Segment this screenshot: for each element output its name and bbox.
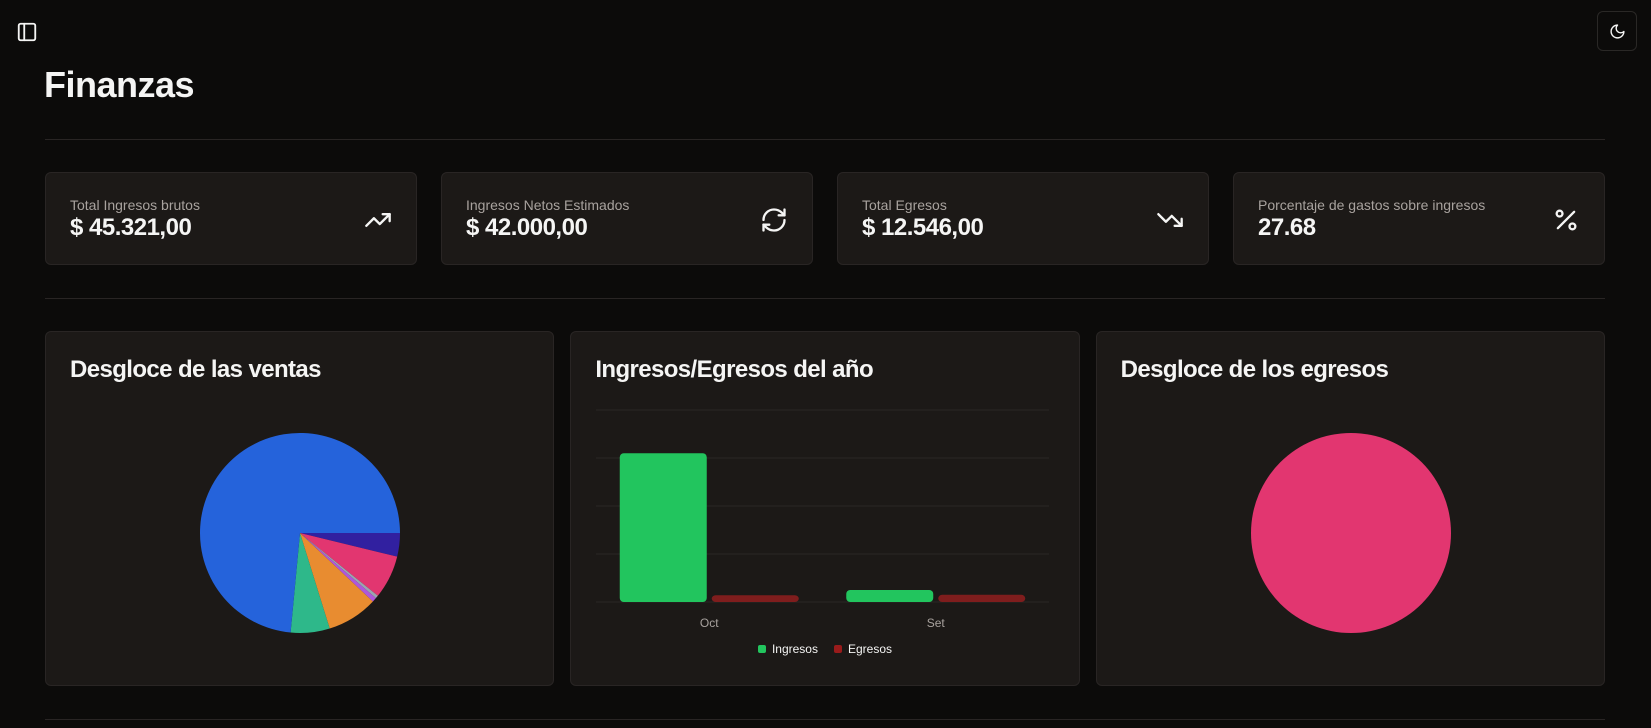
bar-ingresos-oct — [620, 453, 708, 602]
sales-pie-chart — [199, 433, 400, 633]
moon-icon — [1609, 23, 1625, 39]
pie-slice — [300, 533, 400, 557]
stats-row: Total Ingresos brutos $ 45.321,00 Ingres… — [45, 172, 1605, 265]
expenses-breakdown-card: Desgloce de los egresos — [1095, 331, 1605, 686]
legend-item-egresos: Egresos — [833, 642, 893, 656]
chart-title: Desgloce de los egresos — [1120, 356, 1389, 383]
pie-slice — [290, 533, 330, 633]
stat-value: $ 42.000,00 — [466, 214, 588, 241]
pie-slice — [1250, 433, 1451, 633]
percent-icon — [1555, 209, 1577, 231]
stat-card-gross-income: Total Ingresos brutos $ 45.321,00 — [45, 172, 417, 265]
divider — [45, 719, 1605, 720]
pie-slice — [300, 533, 373, 629]
panel-left-icon — [17, 22, 37, 42]
divider — [45, 298, 1605, 299]
stat-label: Ingresos Netos Estimados — [466, 197, 630, 213]
legend-swatch — [757, 645, 766, 653]
legend-label: Ingresos — [771, 642, 818, 656]
stat-card-total-expenses: Total Egresos $ 12.546,00 — [837, 172, 1209, 265]
legend-swatch — [833, 645, 842, 653]
legend-label: Egresos — [847, 642, 893, 656]
pie-slice — [199, 433, 400, 633]
chart-title: Ingresos/Egresos del año — [595, 356, 874, 383]
yearly-income-expenses-card: Ingresos/Egresos del año Oct Set Ingresos… — [570, 331, 1080, 686]
sales-breakdown-card: Desgloce de las ventas — [45, 331, 555, 686]
theme-toggle-button[interactable] — [1597, 11, 1637, 51]
chart-title: Desgloce de las ventas — [70, 356, 322, 383]
legend-item-ingresos: Ingresos — [757, 642, 818, 656]
page-title: Finanzas — [44, 64, 195, 105]
divider — [45, 139, 1605, 140]
pie-slice — [300, 533, 378, 599]
income-expenses-bar-chart: Oct Set — [596, 409, 1050, 630]
stat-card-net-income: Ingresos Netos Estimados $ 42.000,00 — [441, 172, 813, 265]
stat-value: $ 45.321,00 — [70, 214, 192, 241]
sidebar-toggle-button[interactable] — [14, 19, 40, 45]
pie-slice — [300, 533, 398, 596]
stat-value: $ 12.546,00 — [862, 214, 984, 241]
x-tick-label: Oct — [700, 616, 719, 630]
trending-down-icon — [1157, 213, 1183, 227]
chart-legend: Ingresos Egresos — [571, 642, 1078, 656]
stat-label: Total Egresos — [862, 197, 947, 213]
bar-egresos-oct — [712, 595, 800, 602]
charts-row: Desgloce de las ventas Ingresos/Egresos … — [45, 331, 1605, 686]
x-tick-label: Set — [927, 616, 946, 630]
refresh-icon — [762, 208, 786, 232]
pie-slice — [300, 533, 376, 602]
trending-up-icon — [365, 213, 391, 227]
stat-label: Porcentaje de gastos sobre ingresos — [1258, 197, 1486, 213]
stat-card-expense-percentage: Porcentaje de gastos sobre ingresos 27.6… — [1233, 172, 1605, 265]
stat-value: 27.68 — [1258, 214, 1316, 241]
stat-label: Total Ingresos brutos — [70, 197, 200, 213]
bar-ingresos-set — [846, 590, 934, 602]
expenses-pie-chart — [1250, 433, 1451, 633]
bar-egresos-set — [938, 594, 1026, 602]
